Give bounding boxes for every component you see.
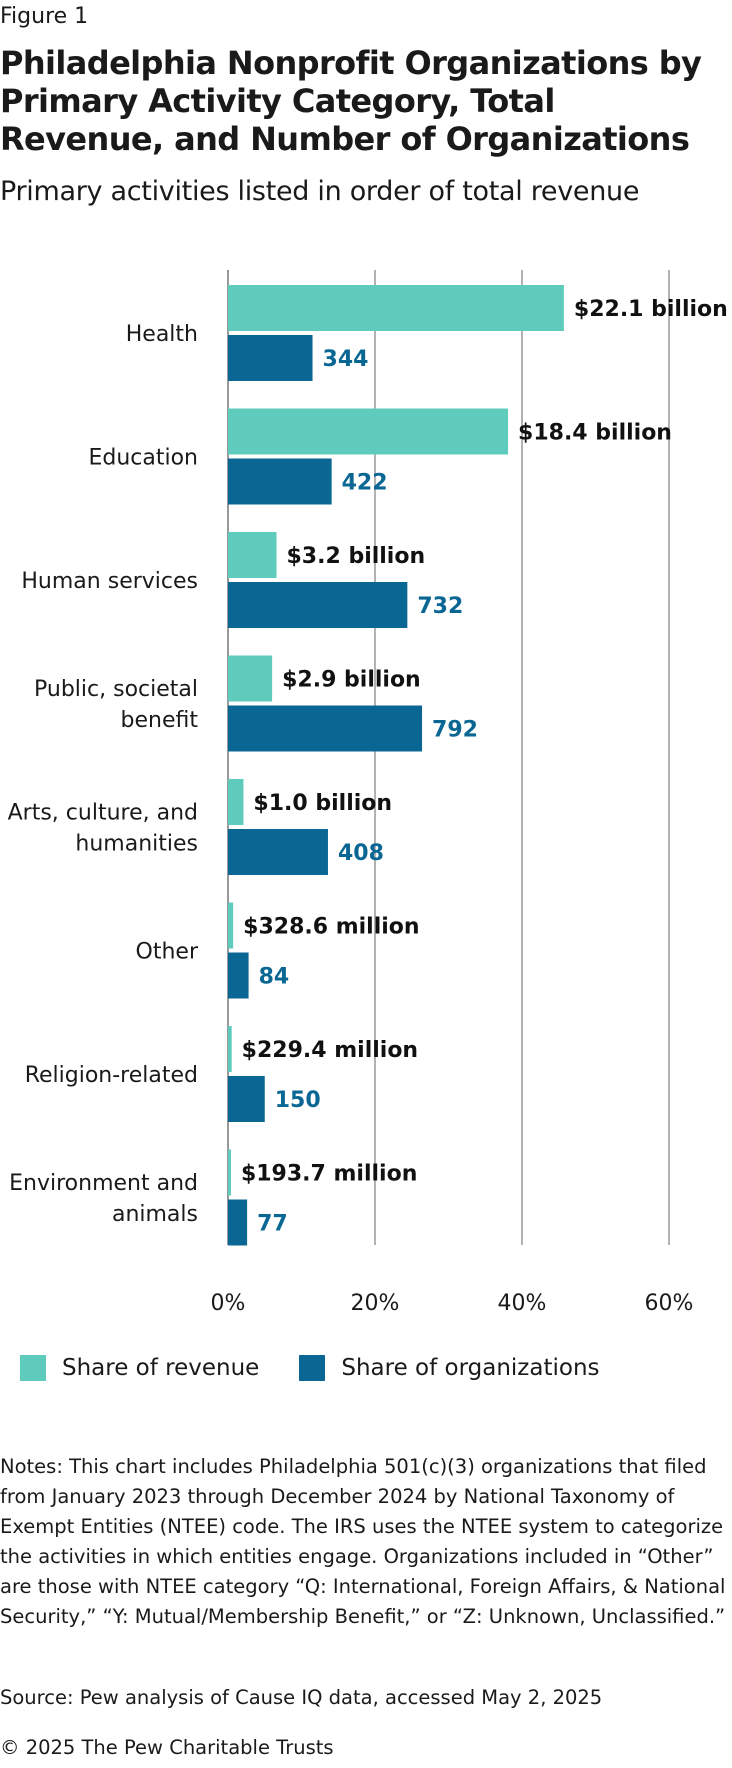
organizations-data-label: 422 [342, 471, 388, 496]
organizations-bar [228, 458, 332, 505]
organizations-data-label: 408 [338, 841, 384, 866]
revenue-bar [228, 902, 234, 949]
revenue-data-label: $193.7 million [241, 1162, 417, 1187]
revenue-data-label: $229.4 million [242, 1038, 418, 1063]
revenue-bar [228, 532, 277, 578]
category-label: Other [136, 940, 199, 965]
revenue-bar [228, 285, 564, 331]
organizations-data-label: 344 [323, 347, 369, 372]
revenue-data-label: $22.1 billion [574, 297, 728, 322]
category-label: Environment and [9, 1171, 198, 1196]
organizations-bar [228, 829, 328, 875]
chart-title: Philadelphia Nonprofit Organizations by … [0, 44, 702, 158]
category-label: Education [88, 446, 198, 471]
bar-chart: 0% 20% 40% 60% $22.1 billion 344 Health $18.4 b… [8, 270, 728, 1316]
legend-swatch-organizations [299, 1355, 326, 1381]
category-label: Health [126, 322, 198, 347]
category-label: benefit [121, 708, 199, 733]
revenue-data-label: $2.9 billion [282, 668, 421, 693]
category-label: Public, societal [34, 677, 198, 702]
chart-subtitle: Primary activities listed in order of to… [0, 176, 640, 207]
organizations-data-label: 732 [417, 594, 463, 619]
organizations-bar [228, 952, 249, 999]
category-label: Religion-related [25, 1063, 198, 1088]
copyright: © 2025 The Pew Charitable Trusts [0, 1736, 334, 1759]
revenue-data-label: $3.2 billion [287, 544, 426, 569]
category-label: animals [112, 1202, 198, 1227]
x-tick-label: 0% [211, 1291, 246, 1316]
organizations-data-label: 150 [275, 1088, 321, 1113]
organizations-bar [228, 705, 423, 752]
legend-item-organizations: Share of organizations [299, 1355, 600, 1381]
x-tick-label: 60% [645, 1291, 694, 1316]
revenue-bar [228, 408, 509, 455]
revenue-data-label: $1.0 billion [253, 791, 392, 816]
organizations-bar [228, 335, 313, 381]
organizations-data-label: 792 [432, 718, 478, 743]
legend-label-revenue: Share of revenue [62, 1355, 260, 1381]
category-label: humanities [75, 832, 198, 857]
chart-notes: Notes: This chart includes Philadelphia … [0, 1455, 726, 1628]
category-label: Human services [21, 569, 198, 594]
organizations-bar [228, 582, 408, 628]
revenue-bar [228, 779, 244, 825]
legend-label-organizations: Share of organizations [341, 1355, 600, 1381]
revenue-data-label: $328.6 million [243, 915, 419, 940]
organizations-data-label: 77 [257, 1212, 288, 1237]
revenue-bar [228, 1026, 232, 1072]
legend-swatch-revenue [20, 1355, 46, 1381]
figure-label: Figure 1 [0, 4, 89, 29]
revenue-data-label: $18.4 billion [518, 421, 672, 446]
category-label: Arts, culture, and [8, 801, 198, 826]
x-tick-label: 40% [498, 1291, 547, 1316]
organizations-data-label: 84 [259, 965, 290, 990]
organizations-bar [228, 1199, 248, 1246]
organizations-bar [228, 1076, 265, 1122]
revenue-bar [228, 655, 273, 702]
chart-legend: Share of revenue Share of organizations [20, 1355, 640, 1381]
legend-item-revenue: Share of revenue [20, 1355, 259, 1381]
revenue-bar [228, 1149, 231, 1196]
chart-source: Source: Pew analysis of Cause IQ data, a… [0, 1686, 603, 1709]
x-tick-label: 20% [351, 1291, 400, 1316]
